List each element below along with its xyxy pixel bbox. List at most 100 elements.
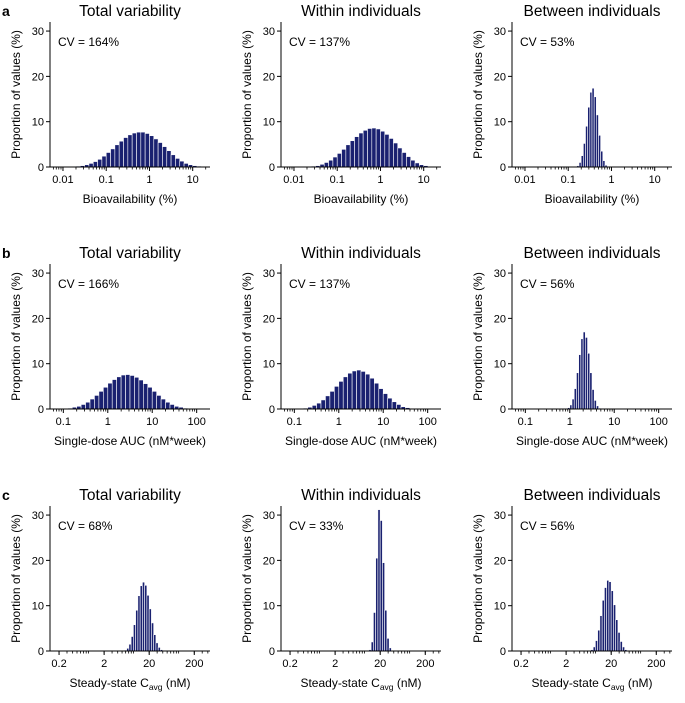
- y-tick-label: 0: [38, 404, 44, 416]
- histogram-bar: [160, 398, 166, 410]
- histogram-bar: [583, 143, 586, 168]
- x-axis-label: Steady-state Cavg (nM): [531, 676, 652, 692]
- y-tick-label: 30: [494, 26, 506, 38]
- cv-annotation: CV = 56%: [520, 277, 575, 291]
- histogram-bar: [602, 160, 606, 168]
- histogram-bar: [613, 604, 616, 652]
- histogram-bar: [410, 159, 416, 168]
- cv-annotation: CV = 68%: [58, 519, 113, 533]
- histogram-bar: [123, 137, 129, 168]
- histogram-bar: [143, 383, 149, 410]
- histogram-bar: [571, 398, 575, 410]
- x-tick-label: 2: [563, 658, 569, 670]
- histogram-bar: [589, 372, 593, 410]
- histogram-bar: [617, 632, 621, 652]
- histogram-bar: [379, 520, 383, 652]
- histogram-bar: [406, 156, 412, 168]
- panel-title: Within individuals: [301, 3, 421, 20]
- histogram-bar: [573, 388, 577, 410]
- histogram-bar: [374, 382, 380, 410]
- x-axis-label: Steady-state Cavg (nM): [300, 676, 421, 692]
- histogram-bar: [382, 562, 385, 652]
- cv-annotation: CV = 33%: [289, 519, 344, 533]
- histogram-bar: [130, 636, 134, 652]
- histogram-bar: [129, 375, 135, 410]
- panel-title: Within individuals: [301, 245, 421, 262]
- y-tick-label: 10: [263, 359, 275, 371]
- histogram-bar: [131, 132, 137, 168]
- histogram-bar: [155, 642, 159, 652]
- x-tick-label: 0.2: [513, 658, 528, 670]
- histogram-bar: [120, 374, 126, 410]
- histogram-bar: [125, 374, 131, 410]
- histogram-bar: [162, 146, 168, 168]
- histogram-bar: [384, 609, 388, 652]
- y-axis-label: Proportion of values (%): [9, 272, 23, 401]
- histogram-bar: [397, 147, 403, 168]
- panel-label: b: [2, 245, 11, 261]
- histogram-bar: [370, 641, 374, 652]
- y-axis-label: Proportion of values (%): [471, 30, 485, 159]
- panel-title: Between individuals: [523, 245, 660, 262]
- y-tick-label: 0: [500, 646, 506, 658]
- histogram-bar: [144, 133, 150, 168]
- x-tick-label: 10: [377, 416, 389, 428]
- histogram-bar: [151, 391, 157, 410]
- histogram-bar: [367, 128, 373, 168]
- histogram-bar: [347, 372, 353, 410]
- y-tick-label: 10: [263, 117, 275, 129]
- y-axis-label: Proportion of values (%): [9, 30, 23, 159]
- y-tick-label: 30: [494, 510, 506, 522]
- x-tick-label: 0.1: [518, 416, 533, 428]
- histogram-bar: [387, 397, 393, 410]
- y-tick-label: 30: [32, 510, 44, 522]
- y-tick-label: 10: [494, 117, 506, 129]
- x-tick-label: 20: [143, 658, 155, 670]
- x-tick-label: 10: [649, 174, 661, 186]
- y-tick-label: 0: [500, 404, 506, 416]
- y-tick-label: 0: [269, 162, 275, 174]
- histogram-bar: [118, 140, 124, 168]
- histogram-bar: [619, 641, 623, 652]
- histogram-bar: [593, 400, 597, 410]
- histogram-bar: [316, 402, 322, 410]
- y-tick-label: 20: [32, 555, 44, 567]
- histogram-bar: [360, 371, 366, 410]
- histogram-bar: [596, 114, 599, 168]
- histogram-bar: [311, 405, 317, 410]
- histogram-bar: [569, 404, 573, 410]
- y-tick-label: 10: [32, 601, 44, 613]
- x-tick-label: 0.2: [282, 658, 297, 670]
- y-tick-label: 20: [494, 555, 506, 567]
- histogram-bar: [334, 386, 340, 410]
- histogram-bar: [592, 646, 596, 652]
- histogram-bar: [135, 609, 139, 652]
- histogram-bar: [396, 404, 402, 410]
- y-tick-label: 30: [494, 268, 506, 280]
- histogram-bar: [128, 643, 132, 652]
- histogram-bar: [593, 96, 597, 168]
- panel-title: Between individuals: [523, 487, 660, 504]
- histogram-bar: [329, 391, 335, 410]
- histogram-bar: [615, 619, 619, 652]
- histogram-bar: [103, 386, 109, 410]
- histogram-bar: [153, 634, 157, 652]
- histogram-bar: [589, 91, 593, 168]
- x-axis-label: Bioavailability (%): [314, 192, 409, 206]
- histogram-bar: [356, 369, 362, 410]
- histogram-bar: [401, 152, 407, 168]
- histogram-bar: [580, 155, 584, 168]
- histogram-bar: [582, 331, 586, 410]
- x-tick-label: 10: [187, 174, 199, 186]
- histogram-bar: [585, 337, 588, 410]
- histogram-bar: [365, 373, 371, 410]
- histogram-bar: [325, 395, 331, 410]
- histogram-bar: [332, 156, 338, 168]
- cv-annotation: CV = 53%: [520, 35, 575, 49]
- histogram-bar: [391, 401, 397, 410]
- histogram-bar: [336, 153, 342, 168]
- histogram-bar: [595, 640, 598, 652]
- histogram-bar: [105, 152, 111, 168]
- x-tick-label: 200: [647, 658, 665, 670]
